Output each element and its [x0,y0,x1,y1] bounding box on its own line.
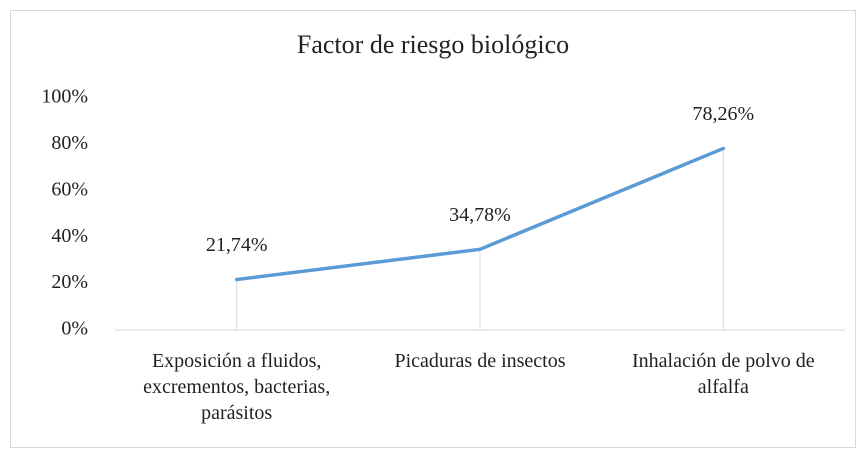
data-line [234,146,726,282]
y-tick-label: 20% [51,271,88,293]
x-tick-label: Exposición a fluidos, excrementos, bacte… [143,350,331,424]
y-tick-label: 0% [61,318,88,340]
data-label: 34,78% [449,204,511,226]
x-tick-label: Picaduras de insectos [394,350,566,372]
chart-title: Factor de riesgo biológico [297,30,569,59]
data-label: 78,26% [692,103,754,125]
y-tick-label: 60% [51,178,88,200]
chart-border [10,10,856,448]
y-tick-label: 80% [51,132,88,154]
y-tick-label: 100% [41,86,88,108]
y-tick-label: 40% [51,225,88,247]
x-tick-label: Inhalación de polvo de alfalfa [631,350,815,398]
data-label: 21,74% [206,234,268,256]
